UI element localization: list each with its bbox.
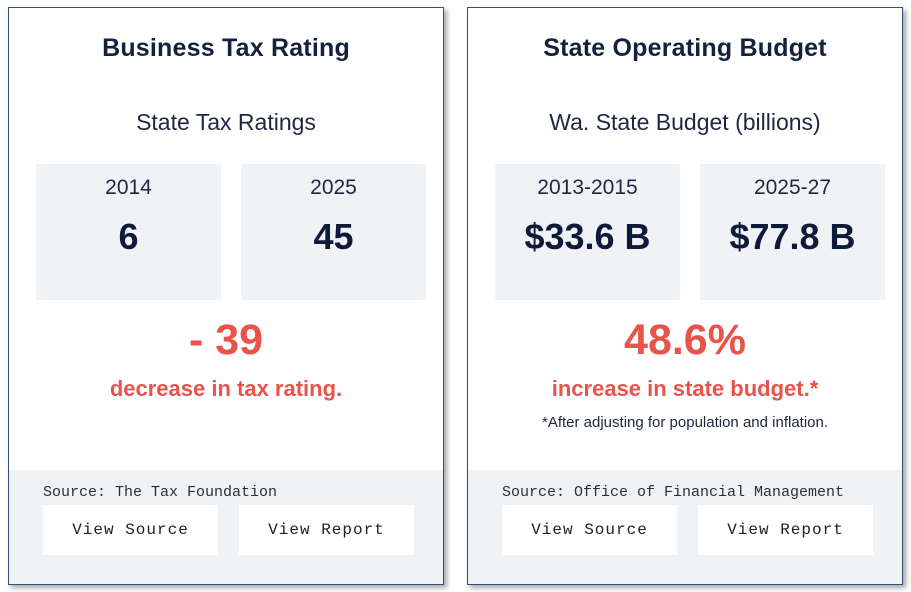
stat-value: 6 [118, 216, 139, 257]
footnote: *After adjusting for population and infl… [541, 414, 829, 431]
card-title: State Operating Budget [543, 34, 827, 62]
stat-value: 45 [313, 216, 354, 257]
change-description: decrease in tax rating. [109, 376, 343, 401]
stat-value: $33.6 B [524, 216, 651, 257]
stat-box-2013-2015: 2013-2015 $33.6 B [495, 164, 680, 300]
view-source-button[interactable]: View Source [502, 505, 677, 555]
card-title: Business Tax Rating [102, 34, 350, 62]
change-description: increase in state budget.* [551, 376, 819, 401]
change-value: 48.6% [624, 316, 746, 364]
state-operating-budget-card: State Operating Budget Wa. State Budget … [467, 7, 903, 585]
source-text: Source: Office of Financial Management [502, 484, 845, 501]
card-subtitle: State Tax Ratings [136, 109, 316, 135]
view-source-button[interactable]: View Source [43, 505, 218, 555]
view-report-button[interactable]: View Report [239, 505, 414, 555]
change-value: - 39 [188, 316, 264, 364]
stat-box-2025: 2025 45 [241, 164, 426, 300]
card-footer: Source: Office of Financial Management V… [468, 470, 902, 584]
card-footer: Source: The Tax Foundation View Source V… [9, 470, 443, 584]
stat-box-2014: 2014 6 [36, 164, 221, 300]
stat-period: 2025-27 [753, 176, 832, 199]
view-report-button[interactable]: View Report [698, 505, 873, 555]
business-tax-rating-card: Business Tax Rating State Tax Ratings 20… [8, 7, 444, 585]
stat-period: 2013-2015 [537, 176, 638, 199]
stat-box-2025-27: 2025-27 $77.8 B [700, 164, 885, 300]
stat-period: 2014 [105, 176, 152, 199]
card-subtitle: Wa. State Budget (billions) [549, 109, 821, 135]
stat-period: 2025 [310, 176, 357, 199]
source-text: Source: The Tax Foundation [43, 484, 278, 501]
stat-value: $77.8 B [729, 216, 856, 257]
